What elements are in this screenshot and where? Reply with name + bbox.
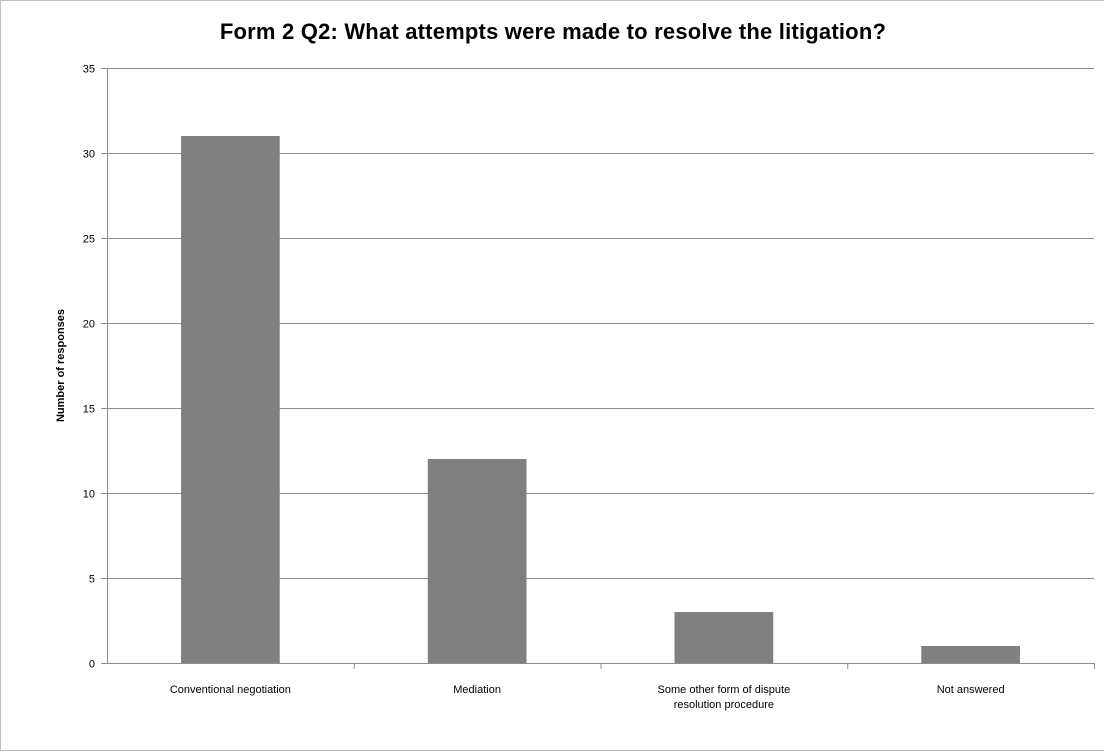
bar-3	[921, 646, 1020, 663]
y-axis-title: Number of responses	[55, 309, 67, 422]
bar-1	[427, 459, 527, 663]
y-tick-label: 25	[83, 234, 95, 246]
y-tick-label: 30	[83, 149, 95, 161]
y-tick-label: 15	[83, 404, 95, 416]
y-tick-label: 20	[83, 319, 95, 331]
category-label-1: Mediation	[453, 684, 501, 696]
chart-title: Form 2 Q2: What attempts were made to re…	[219, 19, 887, 44]
y-tick-label: 10	[83, 489, 95, 501]
y-tick-label: 0	[89, 659, 95, 671]
category-label-3: Not answered	[937, 684, 1005, 696]
axes	[101, 68, 1095, 669]
bars	[181, 136, 1020, 663]
y-tick-label: 35	[83, 64, 95, 76]
category-label-0: Conventional negotiation	[170, 684, 291, 696]
labels: 0 5 10 15 20 25 30 35 Conventional negotiation Me…	[55, 64, 1005, 712]
bar-0	[181, 136, 280, 663]
bar-2	[674, 612, 774, 663]
category-label-2: Some other form of dispute resolution pro…	[658, 684, 791, 711]
y-tick-label: 5	[89, 574, 95, 586]
